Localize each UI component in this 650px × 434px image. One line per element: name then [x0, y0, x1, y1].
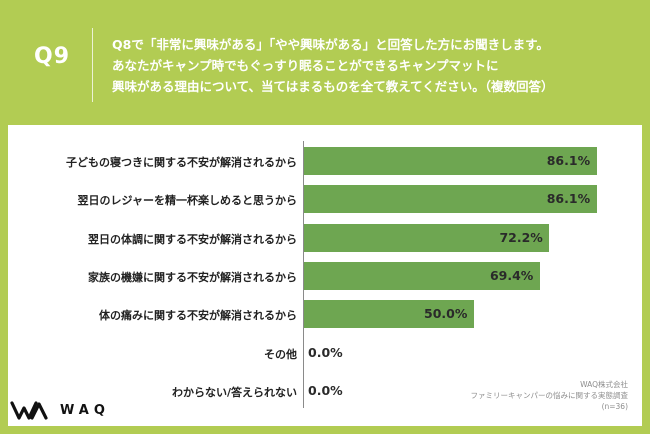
- question-line: Q8で「非常に興味がある」「やや興味がある」と回答した方にお聞きします。: [112, 37, 549, 52]
- value-label: 50.0%: [424, 306, 468, 322]
- chart-axis-line: [303, 141, 304, 408]
- question-text: Q8で「非常に興味がある」「やや興味がある」と回答した方にお聞きします。 あなた…: [112, 34, 642, 97]
- question-number: Q9: [34, 44, 71, 69]
- bar: [304, 185, 597, 214]
- category-label: 翌日のレジャーを精一杯楽しめると思うから: [77, 194, 297, 208]
- category-label: 家族の機嫌に関する不安が解消されるから: [88, 270, 297, 284]
- value-label: 0.0%: [308, 344, 343, 360]
- question-line: 興味がある理由について、当てはまるものを全て教えてください。（複数回答）: [112, 79, 554, 94]
- bar: [304, 147, 597, 175]
- waq-logo-icon: [10, 401, 48, 420]
- category-label: 体の痛みに関する不安が解消されるから: [99, 309, 297, 323]
- source-line: (n=36): [601, 402, 628, 411]
- header-divider: [92, 28, 93, 102]
- question-line: あなたがキャンプ時でもぐっすり眠ることができるキャンプマットに: [112, 58, 499, 73]
- bar: [304, 261, 540, 290]
- value-label: 86.1%: [546, 153, 591, 168]
- value-label: 0.0%: [308, 382, 343, 398]
- bar: [304, 223, 550, 252]
- category-label: その他: [264, 347, 297, 361]
- value-label: 72.2%: [499, 229, 543, 245]
- bar: [304, 300, 474, 329]
- value-label: 86.1%: [546, 191, 591, 207]
- question-header: Q9 Q8で「非常に興味がある」「やや興味がある」と回答した方にお聞きします。 …: [0, 0, 650, 120]
- source-line: ファミリーキャンパーの悩みに関する実態調査: [470, 391, 629, 400]
- category-label: 翌日の体調に関する不安が解消されるから: [88, 232, 297, 246]
- value-label: 69.4%: [489, 267, 534, 283]
- source-line: WAQ株式会社: [580, 380, 628, 389]
- source-note: WAQ株式会社 ファミリーキャンパーの悩みに関する実態調査 (n=36): [471, 379, 629, 412]
- waq-logo: WAQ: [10, 396, 110, 424]
- category-label: 子どもの寝つきに関する不安が解消されるから: [66, 156, 297, 169]
- category-label: わからない/答えられない: [171, 385, 297, 399]
- logo-wordmark: WAQ: [60, 402, 110, 418]
